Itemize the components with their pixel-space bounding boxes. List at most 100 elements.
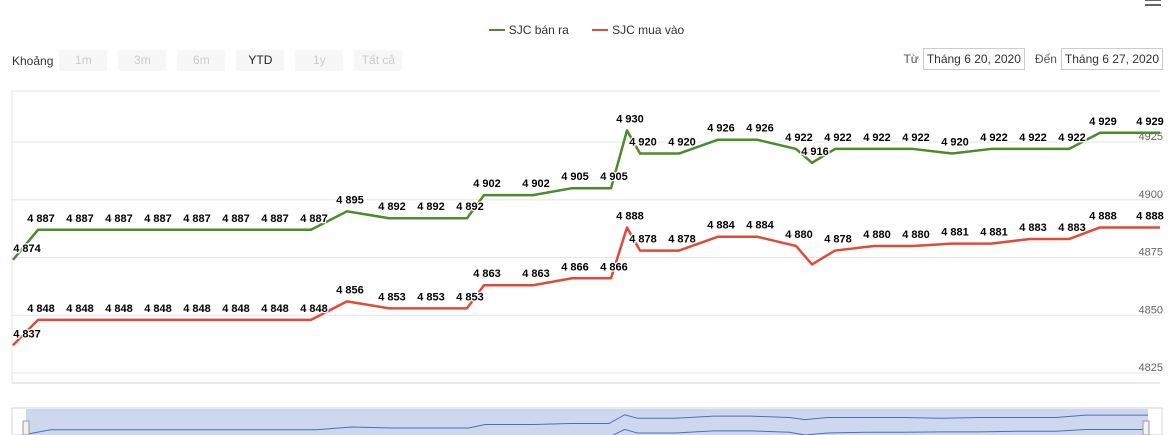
data-label: 4 848 bbox=[300, 303, 328, 315]
data-label: 4 874 bbox=[13, 243, 41, 255]
data-label: 4 866 bbox=[600, 261, 628, 273]
data-label: 4 902 bbox=[473, 178, 501, 190]
data-label: 4 880 bbox=[863, 229, 891, 241]
y-tick-label: 4850 bbox=[1139, 304, 1163, 316]
data-label: 4 880 bbox=[785, 229, 813, 241]
data-label: 4 926 bbox=[746, 123, 774, 135]
hamburger-menu-icon[interactable] bbox=[1145, 0, 1161, 9]
range-selector: Khoảng 1m 3m 6m YTD 1y Tất cả bbox=[12, 50, 413, 71]
to-label: Đến bbox=[1034, 52, 1057, 66]
navigator-right-handle[interactable] bbox=[1142, 420, 1150, 435]
legend-label: SJC mua vào bbox=[612, 23, 685, 37]
data-label: 4 929 bbox=[1089, 116, 1117, 128]
data-label: 4 902 bbox=[522, 178, 550, 190]
series-buy: 4 837 4 848 4 848 4 848 4 848 4 848 4 848 4 848… bbox=[12, 209, 1165, 347]
range-button-3m[interactable]: 3m bbox=[118, 50, 167, 71]
to-date-input[interactable]: Tháng 6 27, 2020 bbox=[1060, 48, 1163, 70]
data-label: 4 922 bbox=[824, 132, 852, 144]
data-label: 4 922 bbox=[1058, 132, 1086, 144]
data-label: 4 884 bbox=[746, 220, 774, 232]
data-label: 4 881 bbox=[980, 227, 1008, 239]
data-label: 4 863 bbox=[522, 268, 550, 280]
data-label: 4 881 bbox=[941, 227, 969, 239]
data-label: 4 887 bbox=[105, 213, 133, 225]
data-label: 4 930 bbox=[616, 113, 644, 125]
data-label: 4 866 bbox=[561, 261, 589, 273]
data-label: 4 853 bbox=[378, 291, 406, 303]
from-label: Từ bbox=[903, 52, 919, 66]
data-label: 4 887 bbox=[300, 213, 328, 225]
y-tick-label: 4825 bbox=[1139, 362, 1163, 374]
navigator bbox=[11, 407, 1163, 435]
data-label: 4 926 bbox=[707, 123, 735, 135]
data-label: 4 888 bbox=[1089, 210, 1117, 222]
data-label: 4 905 bbox=[561, 171, 589, 183]
data-label: 4 878 bbox=[629, 234, 657, 246]
data-label: 4 895 bbox=[336, 194, 364, 206]
data-label: 4 888 bbox=[1136, 210, 1164, 222]
data-label: 4 848 bbox=[261, 303, 289, 315]
data-label: 4 888 bbox=[616, 210, 644, 222]
data-label: 4 922 bbox=[863, 132, 891, 144]
series-sell: 4 874 4 887 4 887 4 887 4 887 4 887 4 887 4 887… bbox=[12, 112, 1165, 261]
data-label: 4 922 bbox=[980, 132, 1008, 144]
series-line bbox=[12, 129, 1160, 261]
range-button-all[interactable]: Tất cả bbox=[354, 50, 403, 71]
data-label: 4 887 bbox=[222, 213, 250, 225]
data-label: 4 853 bbox=[417, 291, 445, 303]
data-label: 4 883 bbox=[1019, 222, 1047, 234]
legend: SJC bán ra SJC mua vào bbox=[0, 20, 1173, 37]
navigator-line bbox=[612, 428, 1148, 435]
data-label: 4 848 bbox=[27, 303, 55, 315]
range-button-1y[interactable]: 1y bbox=[295, 50, 344, 71]
navigator-line bbox=[25, 414, 1148, 435]
data-label: 4 892 bbox=[417, 201, 445, 213]
data-label: 4 848 bbox=[222, 303, 250, 315]
data-label: 4 848 bbox=[183, 303, 211, 315]
data-label: 4 848 bbox=[66, 303, 94, 315]
navigator-left-handle[interactable] bbox=[22, 420, 30, 435]
from-date-input[interactable]: Tháng 6 20, 2020 bbox=[922, 48, 1025, 70]
data-label: 4 883 bbox=[1058, 222, 1086, 234]
range-button-6m[interactable]: 6m bbox=[177, 50, 226, 71]
legend-label: SJC bán ra bbox=[508, 23, 569, 37]
data-label: 4 929 bbox=[1136, 116, 1164, 128]
legend-item-buy[interactable]: SJC mua vào bbox=[592, 23, 684, 37]
data-label: 4 920 bbox=[668, 137, 696, 149]
range-button-ytd[interactable]: YTD bbox=[236, 50, 285, 71]
range-button-1m[interactable]: 1m bbox=[59, 50, 108, 71]
data-label: 4 892 bbox=[378, 201, 406, 213]
data-label: 4 853 bbox=[456, 291, 484, 303]
y-tick-label: 4900 bbox=[1139, 189, 1163, 201]
data-label: 4 887 bbox=[66, 213, 94, 225]
legend-item-sell[interactable]: SJC bán ra bbox=[488, 23, 569, 37]
data-label: 4 892 bbox=[456, 201, 484, 213]
data-label: 4 887 bbox=[144, 213, 172, 225]
legend-swatch-green bbox=[488, 29, 505, 31]
data-label: 4 905 bbox=[600, 171, 628, 183]
data-label: 4 887 bbox=[183, 213, 211, 225]
data-label: 4 878 bbox=[824, 234, 852, 246]
data-label: 4 887 bbox=[261, 213, 289, 225]
data-label: 4 863 bbox=[473, 268, 501, 280]
data-label: 4 884 bbox=[707, 220, 735, 232]
data-label: 4 837 bbox=[13, 328, 41, 340]
y-tick-label: 4875 bbox=[1139, 247, 1163, 259]
series-line bbox=[12, 226, 1160, 347]
navigator-selection[interactable] bbox=[26, 409, 1148, 435]
data-label: 4 856 bbox=[336, 284, 364, 296]
data-label: 4 878 bbox=[668, 234, 696, 246]
data-label: 4 922 bbox=[902, 132, 930, 144]
data-label: 4 887 bbox=[27, 213, 55, 225]
data-label: 4 848 bbox=[144, 303, 172, 315]
date-range: Từ Tháng 6 20, 2020 Đến Tháng 6 27, 2020 bbox=[903, 48, 1163, 70]
legend-swatch-red bbox=[592, 29, 609, 31]
range-label: Khoảng bbox=[12, 53, 54, 68]
data-label: 4 922 bbox=[1019, 132, 1047, 144]
data-label: 4 916 bbox=[801, 146, 829, 158]
data-label: 4 922 bbox=[785, 132, 813, 144]
data-label: 4 920 bbox=[941, 137, 969, 149]
data-label: 4 848 bbox=[105, 303, 133, 315]
data-label: 4 920 bbox=[629, 137, 657, 149]
